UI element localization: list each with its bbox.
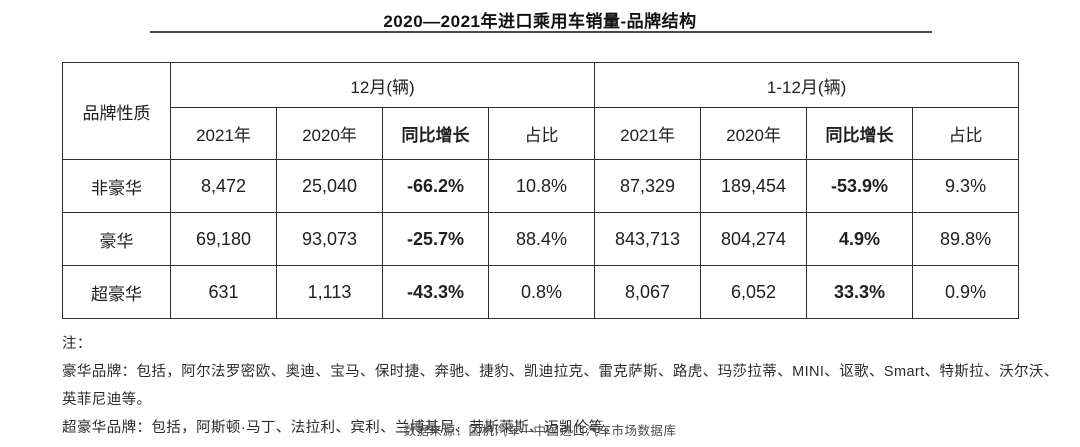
cell-dec-2020: 25,040	[276, 159, 383, 213]
row-label: 超豪华	[62, 265, 171, 319]
cell-dec-2020: 1,113	[276, 265, 383, 319]
note-label: 注：	[62, 336, 92, 352]
group-header-full-year: 1-12月(辆)	[594, 62, 1020, 108]
table-row-non-luxury: 非豪华 8,472 25,040 -66.2% 10.8% 87,329 189…	[62, 159, 1020, 213]
cell-ytd-yoy-growth: 33.3%	[806, 265, 914, 319]
row-label: 非豪华	[62, 159, 171, 213]
col-header-dec-yoy-growth: 同比增长	[382, 107, 489, 160]
cell-dec-share: 0.8%	[487, 265, 596, 319]
cell-ytd-2021: 87,329	[594, 159, 702, 213]
table-row-ultra-luxury: 超豪华 631 1,113 -43.3% 0.8% 8,067 6,052 33…	[62, 265, 1020, 319]
col-header-ytd-share: 占比	[912, 107, 1020, 160]
cell-dec-yoy-growth: -43.3%	[382, 265, 489, 319]
corner-header: 品牌性质	[62, 62, 171, 160]
col-header-dec-share: 占比	[487, 107, 596, 160]
notes-block: 注： 豪华品牌：包括，阿尔法罗密欧、奥迪、宝马、保时捷、奔驰、捷豹、凯迪拉克、雷…	[62, 330, 1070, 442]
cell-ytd-2021: 8,067	[594, 265, 702, 319]
title-divider	[150, 31, 932, 33]
cell-dec-share: 10.8%	[487, 159, 596, 213]
data-source: 数据来源：国机汽车—中国进口汽车市场数据库	[403, 424, 677, 438]
cell-ytd-share: 9.3%	[912, 159, 1020, 213]
cell-ytd-2020: 804,274	[700, 212, 808, 266]
cell-ytd-share: 0.9%	[912, 265, 1020, 319]
note-ultra-luxury-brands: 超豪华品牌：包括，阿斯顿·马丁、法拉利、宾利、兰博基尼、劳斯莱斯、迈凯伦等。	[62, 420, 619, 436]
note-luxury-brands: 豪华品牌：包括，阿尔法罗密欧、奥迪、宝马、保时捷、奔驰、捷豹、凯迪拉克、雷克萨斯…	[62, 364, 1059, 408]
cell-dec-yoy-growth: -66.2%	[382, 159, 489, 213]
col-header-ytd-yoy-growth: 同比增长	[806, 107, 914, 160]
cell-ytd-yoy-growth: 4.9%	[806, 212, 914, 266]
cell-dec-2021: 631	[170, 265, 277, 319]
page-title: 2020—2021年进口乘用车销量-品牌结构	[383, 12, 697, 31]
col-header-ytd-2020: 2020年	[700, 107, 808, 160]
table-row-luxury: 豪华 69,180 93,073 -25.7% 88.4% 843,713 80…	[62, 212, 1020, 266]
group-header-december: 12月(辆)	[169, 62, 596, 108]
col-header-dec-2021: 2021年	[170, 107, 277, 160]
cell-dec-yoy-growth: -25.7%	[382, 212, 489, 266]
cell-dec-2021: 8,472	[170, 159, 277, 213]
cell-dec-share: 88.4%	[487, 212, 596, 266]
col-header-ytd-2021: 2021年	[594, 107, 702, 160]
cell-ytd-2020: 6,052	[700, 265, 808, 319]
cell-ytd-yoy-growth: -53.9%	[806, 159, 914, 213]
cell-ytd-2021: 843,713	[594, 212, 702, 266]
cell-ytd-2020: 189,454	[700, 159, 808, 213]
cell-dec-2020: 93,073	[276, 212, 383, 266]
col-header-dec-2020: 2020年	[276, 107, 383, 160]
cell-ytd-share: 89.8%	[912, 212, 1020, 266]
brand-structure-table: 品牌性质 12月(辆) 1-12月(辆) 2021年 2020年 同比增长 占比…	[62, 62, 1020, 319]
cell-dec-2021: 69,180	[170, 212, 277, 266]
row-label: 豪华	[62, 212, 171, 266]
